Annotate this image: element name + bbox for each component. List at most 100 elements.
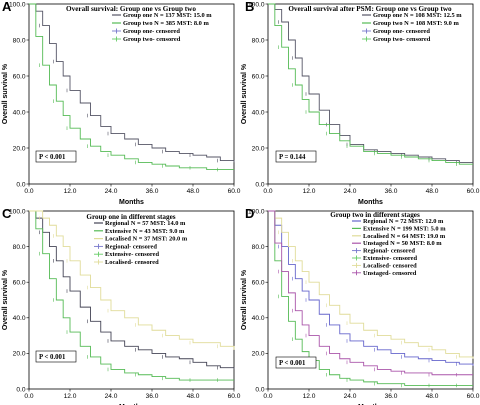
panel-b: B 0.0 20.0 40.0 60.0 80.0 100.0 0.0 12.0 24.0 36.0… — [241, 0, 480, 206]
legend-label: Group one N = 137 MST: 15.0 m — [123, 12, 212, 19]
y-tick-label: 0.0 — [16, 386, 25, 393]
x-tick-label: 48.0 — [426, 393, 439, 400]
x-tick-label: 24.0 — [105, 393, 118, 400]
legend-label: Extensive- censored — [105, 251, 159, 258]
y-axis-label: Overall survival % — [241, 63, 248, 124]
panel-letter: A — [2, 0, 12, 14]
x-tick-label: 24.0 — [344, 188, 357, 195]
x-axis-label: Months — [119, 199, 144, 206]
x-tick-label: 24.0 — [344, 393, 357, 400]
legend-label: Regional- censored — [363, 248, 415, 255]
legend-label: Group one N = 108 MST: 12.5 m — [373, 12, 462, 19]
x-tick-label: 0.0 — [24, 393, 33, 400]
y-tick-label: 100.0 — [248, 208, 265, 215]
y-axis-label: Overall survival % — [241, 269, 248, 330]
plot-frame — [267, 210, 474, 390]
survival-curve-1 — [268, 210, 474, 366]
plot-frame — [267, 3, 474, 185]
legend-label: Group two N = 108 MST: 9.0 m — [373, 20, 459, 27]
survival-curve-3 — [29, 210, 235, 350]
y-tick-label: 40.0 — [252, 109, 265, 116]
p-value-label: P < 0.001 — [39, 354, 66, 361]
chart-title: Group one in different stages — [86, 213, 175, 221]
y-tick-label: 100.0 — [248, 1, 265, 8]
p-value-box — [35, 350, 77, 363]
x-tick-label: 60.0 — [228, 188, 241, 195]
x-tick-label: 12.0 — [64, 188, 77, 195]
legend-label: Group two- censored — [373, 36, 431, 43]
x-tick-label: 12.0 — [64, 393, 77, 400]
chart-title: Overall survival after PSM: Group one vs… — [288, 5, 452, 13]
chart-title: Overall survival: Group one vs Group two — [66, 5, 196, 13]
x-tick-label: 60.0 — [228, 393, 241, 400]
x-tick-label: 0.0 — [24, 188, 33, 195]
y-tick-label: 20.0 — [13, 145, 26, 152]
x-tick-label: 60.0 — [467, 188, 480, 195]
x-tick-label: 36.0 — [146, 393, 159, 400]
survival-curve-3 — [268, 210, 474, 359]
x-tick-label: 0.0 — [263, 393, 272, 400]
x-tick-label: 36.0 — [385, 188, 398, 195]
x-tick-label: 36.0 — [146, 188, 159, 195]
x-axis-label: Months — [358, 199, 383, 206]
y-axis-label: Overall survival % — [2, 269, 9, 330]
survival-curve-2 — [268, 210, 473, 386]
y-tick-label: 80.0 — [252, 244, 265, 251]
y-tick-label: 60.0 — [13, 73, 26, 80]
survival-curve-2 — [29, 3, 234, 171]
survival-curve-1 — [268, 3, 473, 163]
y-tick-label: 20.0 — [13, 351, 26, 358]
y-tick-label: 40.0 — [13, 315, 26, 322]
y-tick-label: 60.0 — [13, 280, 26, 287]
legend-label: Unstaged- censored — [363, 270, 417, 277]
y-tick-label: 80.0 — [13, 244, 26, 251]
p-value-label: P = 0.144 — [279, 154, 306, 161]
y-tick-label: 60.0 — [252, 280, 265, 287]
legend-label: Group one- censored — [123, 28, 180, 35]
legend-label: Localised N = 64 MST: 19.0 m — [363, 233, 446, 240]
plot-frame — [28, 3, 235, 185]
y-tick-label: 60.0 — [252, 73, 265, 80]
p-value-label: P < 0.001 — [39, 154, 66, 161]
y-tick-label: 0.0 — [255, 181, 264, 188]
panel-letter: C — [2, 206, 12, 221]
p-value-box — [35, 150, 77, 163]
legend-label: Group one- censored — [373, 28, 430, 35]
x-tick-label: 24.0 — [105, 188, 118, 195]
legend-label: Group two- censored — [123, 36, 181, 43]
y-tick-label: 100.0 — [9, 1, 26, 8]
panel-letter: D — [245, 206, 254, 221]
x-tick-label: 12.0 — [303, 188, 316, 195]
p-value-label: P < 0.001 — [279, 360, 306, 367]
legend-label: Extensive- censored — [363, 255, 417, 262]
legend-label: Unstaged N = 50 MST: 8.0 m — [363, 240, 442, 247]
legend-label: Localised- censored — [363, 262, 417, 269]
legend-label: Localised- censored — [105, 259, 159, 266]
y-tick-label: 80.0 — [252, 37, 265, 44]
legend-label: Regional N = 57 MST: 14.0 m — [105, 220, 186, 227]
legend-label: Regional N = 72 MST: 12.0 m — [363, 218, 444, 225]
legend-label: Regional- censored — [105, 243, 157, 250]
y-tick-label: 0.0 — [255, 386, 264, 393]
p-value-box — [275, 150, 317, 163]
y-tick-label: 100.0 — [9, 208, 26, 215]
y-tick-label: 40.0 — [13, 109, 26, 116]
y-tick-label: 20.0 — [252, 351, 265, 358]
survival-curve-1 — [29, 3, 235, 163]
plot-frame — [28, 210, 235, 390]
p-value-box — [275, 356, 317, 369]
legend-label: Localised N = 37 MST: 20.0 m — [105, 236, 188, 243]
x-tick-label: 36.0 — [385, 393, 398, 400]
survival-curve-4 — [268, 210, 473, 376]
legend-label: Extensive N = 43 MST: 9.0 m — [105, 228, 185, 235]
y-tick-label: 80.0 — [13, 37, 26, 44]
legend-label: Group two N = 385 MST: 8.0 m — [123, 20, 209, 27]
panel-letter: B — [245, 0, 254, 14]
panel-d: D 0.0 20.0 40.0 60.0 80.0 100.0 0.0 12.0 24.0 36.0… — [241, 206, 480, 405]
panel-a: A 0.0 20.0 40.0 60.0 80.0 100.0 0.0 12.0 24.0 36.0… — [2, 0, 241, 206]
chart-title: Group two in different stages — [330, 211, 420, 219]
x-tick-label: 48.0 — [426, 188, 439, 195]
x-tick-label: 0.0 — [263, 188, 272, 195]
survival-curve-2 — [29, 210, 234, 381]
